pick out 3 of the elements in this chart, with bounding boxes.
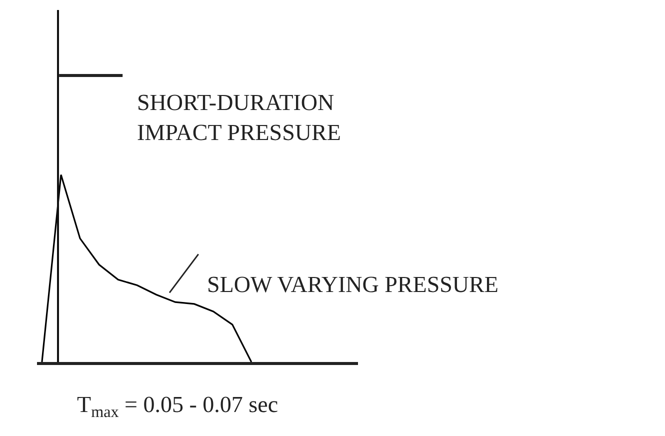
- text: SHORT-DURATION IMPACT PRESSURE: [137, 90, 341, 145]
- text: T$_{max}$ = 0.05 - 0.07 sec: [77, 392, 278, 421]
- annotation: SLOW VARYING PRESSURE: [207, 272, 498, 297]
